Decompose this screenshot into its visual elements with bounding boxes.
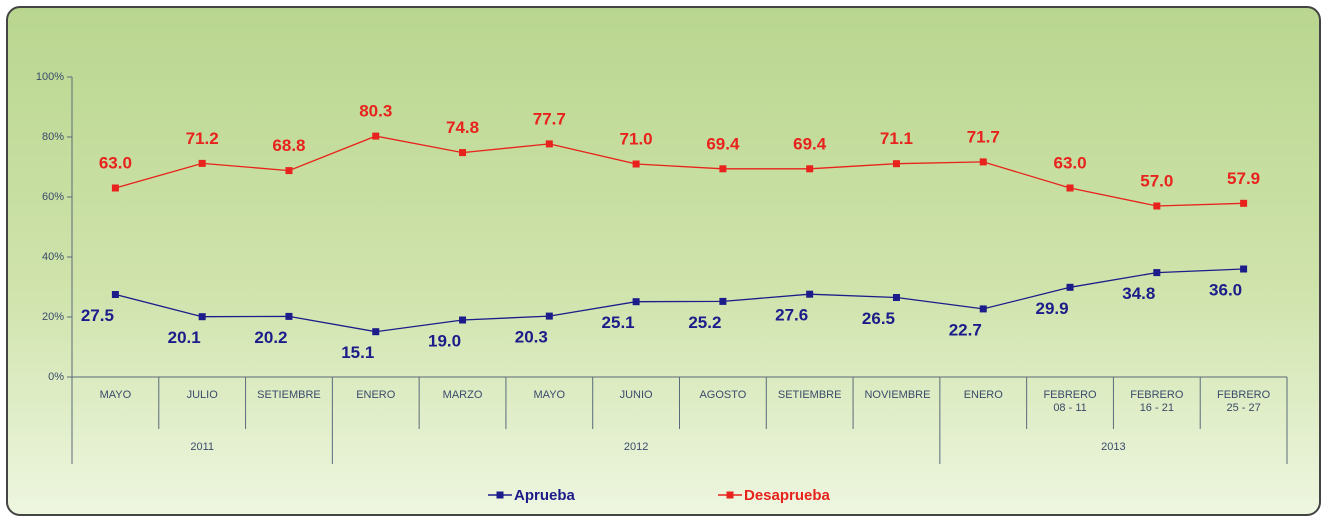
data-point xyxy=(372,132,380,140)
data-label: 22.7 xyxy=(949,320,982,339)
x-tick-label: MARZO xyxy=(442,389,483,401)
data-point xyxy=(459,316,467,324)
data-point xyxy=(892,294,900,301)
data-label: 77.7 xyxy=(533,109,566,128)
data-point xyxy=(719,297,727,305)
data-label: 57.0 xyxy=(1140,171,1173,190)
x-tick-label: JUNIO xyxy=(619,389,653,401)
data-point xyxy=(892,160,900,168)
data-label: 27.6 xyxy=(775,306,808,325)
series-line xyxy=(115,268,1244,333)
data-point xyxy=(1066,184,1074,192)
x-tick-label: FEBRERO 25 - 27 xyxy=(1217,389,1271,414)
data-point xyxy=(198,313,206,321)
data-point xyxy=(806,290,814,298)
data-point xyxy=(111,184,119,192)
group-label: 2012 xyxy=(623,441,649,453)
x-tick-label: MAYO xyxy=(533,389,566,401)
data-point xyxy=(198,159,206,167)
data-label: 69.4 xyxy=(706,134,740,153)
data-point xyxy=(111,291,119,298)
data-point xyxy=(1153,269,1161,277)
chart-frame: 0% 20% 40% 60% 80% 100% 27.5 20.1 20.2 15.1 19.0 20… xyxy=(6,6,1321,516)
data-label: 68.8 xyxy=(272,136,305,155)
data-label: 63.0 xyxy=(99,153,132,172)
data-label: 27.5 xyxy=(81,306,114,325)
data-label: 19.0 xyxy=(428,331,461,350)
data-point xyxy=(1240,265,1248,273)
data-label: 25.2 xyxy=(688,313,721,332)
data-label: 20.1 xyxy=(168,328,201,347)
data-label: 71.0 xyxy=(620,129,653,148)
group-label: 2013 xyxy=(1101,441,1126,453)
data-point xyxy=(1066,283,1074,291)
data-label: 63.0 xyxy=(1053,153,1086,172)
data-point xyxy=(372,328,380,336)
chart: 0% 20% 40% 60% 80% 100% 27.5 20.1 20.2 15.1 19.0 20… xyxy=(36,71,1288,504)
series-line xyxy=(115,135,1244,207)
data-label: 69.4 xyxy=(793,134,827,153)
data-label: 29.9 xyxy=(1035,299,1068,318)
data-point xyxy=(1240,199,1248,207)
y-tick-label: 0% xyxy=(48,371,64,383)
data-label: 25.1 xyxy=(602,313,635,332)
data-point xyxy=(632,160,640,168)
x-tick-label: NOVIEMBRE xyxy=(864,389,931,401)
x-tick-label: SETIEMBRE xyxy=(257,389,321,401)
data-point xyxy=(459,149,467,157)
data-label: 71.7 xyxy=(967,127,1000,146)
legend-swatch xyxy=(726,491,734,499)
x-tick-label: FEBRERO 16 - 21 xyxy=(1130,389,1184,414)
x-tick-label: ENERO xyxy=(356,389,396,401)
data-label: 26.5 xyxy=(862,309,895,328)
data-label: 20.3 xyxy=(515,328,548,347)
x-tick-label: JULIO xyxy=(186,389,218,401)
data-label: 80.3 xyxy=(359,102,392,121)
data-label: 74.8 xyxy=(446,118,479,137)
group-label: 2011 xyxy=(190,441,214,453)
legend-label: Desaprueba xyxy=(744,487,831,504)
data-point xyxy=(545,312,553,320)
data-label: 57.9 xyxy=(1227,169,1260,188)
data-point xyxy=(979,158,987,166)
x-tick-label: SETIEMBRE xyxy=(777,389,842,401)
y-tick-label: 40% xyxy=(42,251,64,263)
x-tick-label: MAYO xyxy=(99,389,132,401)
data-label: 36.0 xyxy=(1209,280,1242,299)
data-point xyxy=(285,167,293,175)
data-label: 15.1 xyxy=(341,343,374,362)
x-tick-label: AGOSTO xyxy=(699,389,747,401)
data-point xyxy=(632,298,640,306)
data-point xyxy=(1153,202,1161,210)
data-point xyxy=(285,312,293,320)
x-tick-label: ENERO xyxy=(963,389,1003,401)
y-tick-label: 20% xyxy=(42,311,64,323)
legend-label: Aprueba xyxy=(514,487,576,504)
x-tick-label: FEBRERO 08 - 11 xyxy=(1043,389,1097,414)
y-tick-label: 80% xyxy=(42,131,64,143)
data-point xyxy=(719,165,727,173)
data-label: 71.1 xyxy=(880,129,913,148)
data-label: 71.2 xyxy=(186,129,219,148)
y-tick-label: 100% xyxy=(36,71,64,83)
data-point xyxy=(979,305,987,313)
legend-swatch xyxy=(496,491,504,499)
data-label: 34.8 xyxy=(1122,284,1155,303)
data-point xyxy=(545,140,553,148)
data-point xyxy=(806,165,814,173)
data-label: 20.2 xyxy=(254,328,287,347)
y-tick-label: 60% xyxy=(42,191,64,203)
